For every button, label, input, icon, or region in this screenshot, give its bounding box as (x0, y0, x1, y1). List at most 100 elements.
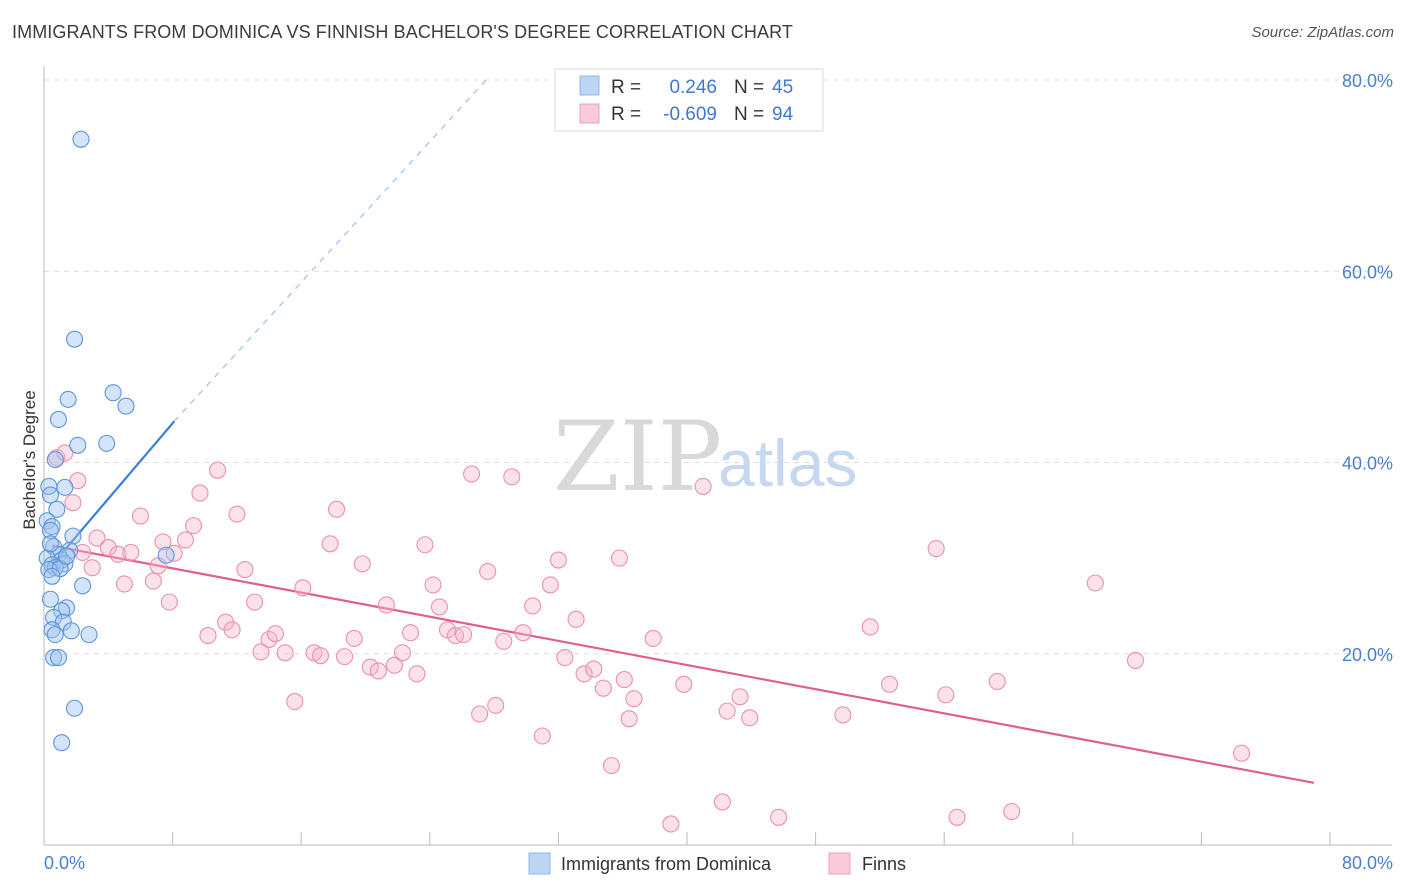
trendline-dominica-extension (173, 79, 487, 422)
point-finns (260, 630, 278, 648)
bottom-legend: Immigrants from Dominica Finns (528, 852, 906, 875)
point-finns (122, 543, 140, 561)
point-dominica (45, 649, 63, 667)
point-finns (236, 561, 254, 579)
legend-r-value-finns: -0.609 (663, 104, 717, 125)
point-finns (99, 539, 117, 557)
x-tick-labels: 0.0% 80.0% (44, 853, 1393, 873)
point-dominica (69, 436, 87, 454)
point-finns (408, 665, 426, 683)
point-dominica (49, 649, 68, 667)
point-finns (1086, 574, 1104, 592)
point-finns (713, 793, 731, 811)
point-dominica (64, 527, 82, 545)
point-dominica (43, 621, 61, 639)
trendline-dominica (51, 420, 176, 566)
point-finns (594, 679, 612, 697)
x-tick-label-min: 0.0% (44, 853, 85, 873)
point-finns (487, 696, 505, 714)
point-finns (393, 644, 412, 662)
point-finns (741, 709, 759, 727)
point-dominica (57, 599, 76, 617)
legend-n-label-finns: N = (734, 104, 764, 125)
y-tick-labels: 20.0% 40.0% 60.0% 80.0% (1342, 71, 1393, 665)
point-dominica (45, 608, 63, 626)
point-dominica (40, 477, 58, 495)
point-finns (430, 598, 448, 616)
legend-r-label-dominica: R = (611, 77, 641, 98)
point-finns (644, 629, 662, 648)
point-finns (109, 545, 127, 563)
point-finns (336, 648, 354, 666)
y-tick-label-40: 40.0% (1342, 454, 1393, 474)
point-finns (252, 643, 270, 661)
point-finns (455, 626, 473, 644)
point-dominica (157, 546, 175, 564)
point-dominica (56, 478, 74, 496)
point-dominica (53, 734, 71, 752)
point-dominica (62, 622, 80, 640)
point-finns (311, 647, 330, 665)
point-finns (567, 610, 585, 628)
legend-n-value-dominica: 45 (772, 77, 793, 98)
point-dominica (80, 626, 98, 644)
point-finns (834, 706, 852, 724)
point-finns (549, 551, 567, 569)
point-finns (353, 555, 371, 573)
point-finns (861, 618, 879, 636)
point-finns (160, 593, 178, 611)
y-tick-label-20: 20.0% (1342, 645, 1393, 665)
point-dominica (57, 547, 76, 565)
point-finns (880, 675, 899, 693)
point-finns (56, 444, 74, 462)
point-finns (209, 461, 227, 479)
legend-r-label-finns: R = (611, 104, 641, 125)
point-finns (64, 494, 82, 512)
point-finns (718, 702, 736, 720)
point-finns (228, 505, 246, 523)
point-finns (88, 529, 106, 547)
trendlines (51, 79, 1315, 784)
point-finns (471, 705, 489, 723)
point-dominica (104, 384, 122, 402)
y-tick-label-60: 60.0% (1342, 262, 1393, 282)
x-tick-label-max: 80.0% (1342, 853, 1393, 873)
legend-n-value-finns: 94 (772, 104, 794, 125)
point-finns (154, 533, 172, 551)
point-finns (377, 596, 395, 614)
point-dominica (46, 451, 64, 469)
point-finns (345, 629, 363, 648)
point-finns (533, 727, 551, 745)
point-finns (602, 757, 620, 775)
axes (43, 66, 1392, 846)
point-finns (662, 815, 680, 833)
point-finns (479, 562, 497, 581)
data-points (38, 130, 1251, 833)
point-finns (83, 559, 101, 577)
point-dominica (43, 567, 61, 585)
y-axis-label: Bachelor's Degree (20, 390, 39, 529)
point-dominica (72, 130, 90, 148)
point-dominica (41, 535, 59, 553)
point-finns (556, 649, 574, 667)
point-finns (514, 624, 532, 642)
point-finns (144, 572, 162, 590)
point-finns (1233, 744, 1251, 762)
point-finns (988, 672, 1006, 691)
point-finns (625, 690, 643, 708)
point-dominica (41, 486, 59, 504)
point-finns (266, 625, 285, 643)
bottom-legend-label-finns: Finns (862, 854, 906, 874)
point-finns (694, 477, 712, 495)
point-finns (424, 576, 442, 594)
point-finns (286, 693, 304, 711)
bottom-legend-swatch-finns (828, 852, 851, 875)
point-dominica (49, 410, 68, 429)
point-finns (401, 624, 420, 642)
legend: R = 0.246 N = 45 R = -0.609 N = 94 (554, 68, 824, 132)
point-finns (585, 660, 603, 678)
point-finns (675, 675, 693, 693)
point-finns (495, 632, 513, 650)
point-finns (615, 671, 633, 689)
